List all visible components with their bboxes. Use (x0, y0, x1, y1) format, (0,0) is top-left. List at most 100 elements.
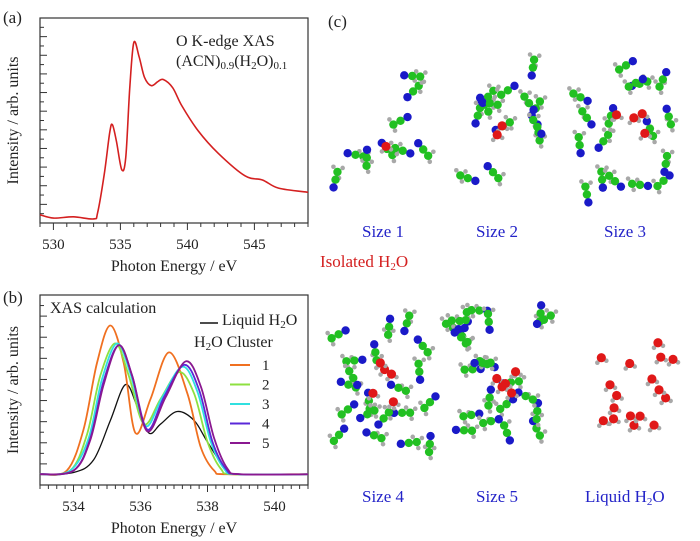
carbon-atom (420, 403, 429, 413)
legend-label: 3 (262, 397, 270, 413)
hydrogen-atom (659, 400, 664, 406)
hydrogen-atom (454, 167, 459, 173)
nitrogen-atom (494, 415, 503, 424)
hydrogen-atom (622, 79, 628, 84)
carbon-atom (576, 93, 585, 102)
hydrogen-atom (457, 408, 462, 414)
hydrogen-atom (497, 181, 503, 187)
oxygen-atom (661, 393, 671, 403)
hydrogen-atom (550, 319, 555, 324)
hydrogen-atom (646, 85, 652, 90)
carbon-atom (493, 100, 502, 110)
nitrogen-atom (510, 81, 519, 91)
hydrogen-atom (409, 416, 414, 422)
hydrogen-atom (607, 410, 613, 416)
hydrogen-atom (379, 353, 384, 359)
carbon-atom (456, 171, 465, 180)
carbon-atom (597, 175, 607, 184)
nitrogen-atom (415, 375, 425, 384)
nitrogen-atom (616, 182, 626, 191)
hydrogen-atom (489, 366, 495, 372)
hydrogen-atom (603, 387, 609, 393)
hydrogen-atom (402, 308, 408, 313)
carbon-atom (405, 408, 415, 417)
carbon-atom (520, 92, 529, 101)
hydrogen-atom (652, 392, 658, 398)
carbon-atom (631, 78, 641, 88)
legend-label: 2 (262, 378, 270, 394)
carbon-atom (533, 122, 542, 132)
carbon-atom (575, 140, 584, 150)
oxygen-atom (608, 414, 619, 424)
carbon-atom (414, 359, 423, 369)
nitrogen-atom (400, 71, 409, 80)
hydrogen-atom (553, 309, 559, 314)
oxygen-atom (649, 420, 659, 430)
hydrogen-atom (618, 73, 624, 78)
x-tick-label: 535 (109, 237, 132, 253)
carbon-atom (371, 348, 380, 357)
carbon-atom (424, 447, 434, 457)
carbon-atom (370, 406, 379, 415)
hydrogen-atom (597, 423, 602, 429)
nitrogen-atom (638, 74, 648, 84)
hydrogen-atom (431, 445, 437, 451)
carbon-atom (419, 145, 428, 154)
carbon-atom (398, 146, 407, 155)
nitrogen-atom (406, 149, 415, 158)
carbon-atom (662, 151, 672, 161)
series-line-cluster-1 (39, 324, 309, 476)
y-axis-label: Intensity / arb. units (5, 57, 22, 185)
carbon-atom (574, 133, 583, 142)
hydrogen-atom (612, 169, 617, 175)
carbon-atom (343, 405, 353, 414)
carbon-atom (486, 416, 496, 426)
nitrogen-atom (537, 129, 546, 139)
carbon-atom (408, 87, 418, 96)
hydrogen-atom (576, 103, 581, 109)
nitrogen-atom (396, 439, 406, 449)
nitrogen-atom (353, 380, 362, 390)
hydrogen-atom (654, 359, 660, 365)
legend-label: 4 (262, 417, 270, 433)
hydrogen-atom (460, 304, 466, 310)
oxygen-atom (596, 353, 606, 363)
hydrogen-atom (638, 136, 644, 141)
nitrogen-atom (460, 323, 469, 333)
nitrogen-atom (403, 112, 412, 122)
carbon-atom (461, 315, 470, 325)
carbon-atom (473, 111, 482, 120)
hydrogen-atom (595, 360, 600, 366)
hydrogen-atom (369, 159, 375, 165)
nitrogen-atom (475, 409, 484, 418)
hydrogen-atom (542, 429, 548, 434)
nitrogen-atom (341, 326, 350, 335)
spectrum-line (39, 40, 309, 220)
hydrogen-atom (423, 411, 429, 417)
hydrogen-atom (539, 105, 544, 110)
carbon-atom (404, 438, 413, 448)
hydrogen-atom (612, 62, 618, 67)
hydrogen-atom (419, 80, 425, 85)
carbon-atom (363, 410, 372, 419)
carbon-atom (604, 171, 614, 181)
x-tick-label: 540 (263, 499, 286, 515)
hydrogen-atom (509, 126, 514, 131)
oxygen-atom (388, 397, 398, 407)
hydrogen-atom (608, 127, 613, 132)
hydrogen-atom (539, 439, 544, 444)
hydrogen-atom (380, 441, 386, 447)
nitrogen-atom (642, 117, 652, 126)
carbon-atom (484, 107, 493, 116)
carbon-atom (524, 98, 534, 108)
nitrogen-atom (336, 377, 346, 387)
carbon-atom (334, 430, 344, 440)
nitrogen-atom (485, 325, 494, 335)
carbon-atom (401, 386, 411, 396)
carbon-atom (418, 341, 427, 351)
hydrogen-atom (482, 397, 487, 403)
carbon-atom (342, 357, 351, 366)
carbon-atom (485, 99, 494, 108)
hydrogen-atom (427, 159, 433, 165)
hydrogen-atom (382, 404, 388, 410)
